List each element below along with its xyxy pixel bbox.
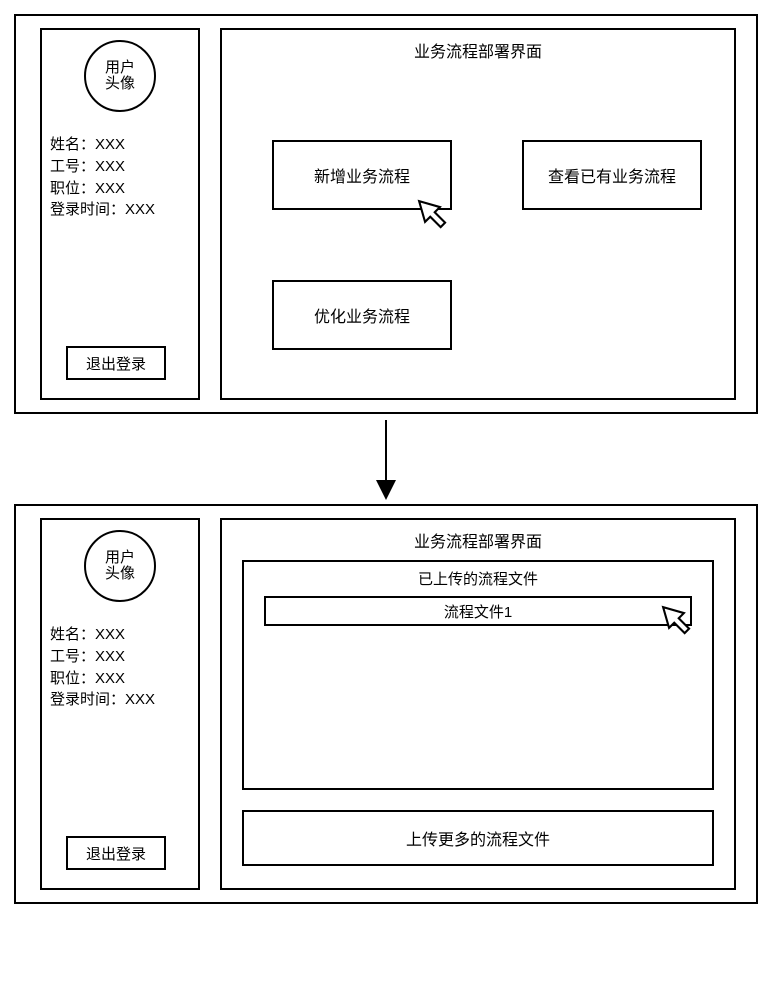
info-login: 登录时间XXX bbox=[50, 199, 190, 221]
user-avatar: 用户 头像 bbox=[84, 40, 156, 112]
main-panel: 业务流程部署界面 已上传的流程文件 流程文件1 上传更多的流程文件 bbox=[220, 518, 736, 890]
info-name: 姓名XXX bbox=[50, 134, 190, 156]
optimize-process-label: 优化业务流程 bbox=[314, 303, 410, 327]
upload-title: 已上传的流程文件 bbox=[244, 568, 712, 589]
avatar-label: 用户 头像 bbox=[105, 550, 135, 583]
info-title: 职位XXX bbox=[50, 668, 190, 690]
add-process-label: 新增业务流程 bbox=[314, 163, 410, 187]
info-title: 职位XXX bbox=[50, 178, 190, 200]
file-row[interactable]: 流程文件1 bbox=[264, 596, 692, 626]
main-title: 业务流程部署界面 bbox=[222, 528, 734, 552]
sidebar-panel: 用户 头像 姓名XXX 工号XXX 职位XXX 登录时间XXX 退出登录 bbox=[40, 518, 200, 890]
upload-more-button[interactable]: 上传更多的流程文件 bbox=[242, 810, 714, 866]
info-name: 姓名XXX bbox=[50, 624, 190, 646]
logout-label: 退出登录 bbox=[86, 353, 146, 374]
sidebar-panel: 用户 头像 姓名XXX 工号XXX 职位XXX 登录时间XXX 退出登录 bbox=[40, 28, 200, 400]
flow-arrow-icon bbox=[14, 420, 758, 500]
main-title: 业务流程部署界面 bbox=[222, 38, 734, 62]
logout-button[interactable]: 退出登录 bbox=[66, 836, 166, 870]
logout-button[interactable]: 退出登录 bbox=[66, 346, 166, 380]
user-info: 姓名XXX 工号XXX 职位XXX 登录时间XXX bbox=[50, 134, 190, 221]
view-process-button[interactable]: 查看已有业务流程 bbox=[522, 140, 702, 210]
main-panel: 业务流程部署界面 新增业务流程 查看已有业务流程 优化业务流程 bbox=[220, 28, 736, 400]
avatar-label: 用户 头像 bbox=[105, 60, 135, 93]
add-process-button[interactable]: 新增业务流程 bbox=[272, 140, 452, 210]
optimize-process-button[interactable]: 优化业务流程 bbox=[272, 280, 452, 350]
bottom-frame: 用户 头像 姓名XXX 工号XXX 职位XXX 登录时间XXX 退出登录 业务流… bbox=[14, 504, 758, 904]
file-label: 流程文件1 bbox=[444, 601, 512, 622]
user-info: 姓名XXX 工号XXX 职位XXX 登录时间XXX bbox=[50, 624, 190, 711]
info-id: 工号XXX bbox=[50, 646, 190, 668]
uploaded-files-box: 已上传的流程文件 流程文件1 bbox=[242, 560, 714, 790]
logout-label: 退出登录 bbox=[86, 843, 146, 864]
user-avatar: 用户 头像 bbox=[84, 530, 156, 602]
info-login: 登录时间XXX bbox=[50, 689, 190, 711]
info-id: 工号XXX bbox=[50, 156, 190, 178]
upload-more-label: 上传更多的流程文件 bbox=[406, 826, 550, 850]
top-frame: 用户 头像 姓名XXX 工号XXX 职位XXX 登录时间XXX 退出登录 业务流… bbox=[14, 14, 758, 414]
view-process-label: 查看已有业务流程 bbox=[548, 163, 676, 187]
